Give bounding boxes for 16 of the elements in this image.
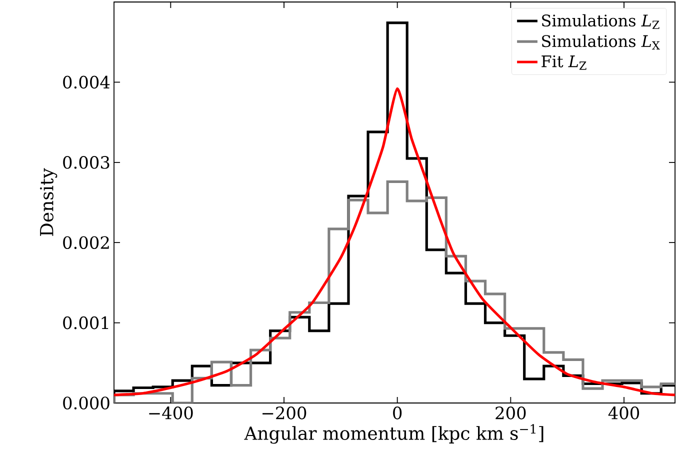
x-tick-label: −400 (149, 406, 193, 420)
legend-label: Simulations L$_{X}$ (542, 34, 660, 50)
x-tick-label: 200 (496, 406, 526, 420)
y-tick-label: 0.003 (63, 156, 110, 169)
y-axis-title: Density (40, 168, 58, 236)
y-tick-label: 0.004 (63, 76, 110, 89)
y-tick-label: 0.002 (63, 236, 109, 249)
x-tick-label: −200 (262, 406, 306, 420)
y-tick-label: 0.001 (63, 316, 108, 330)
x-axis-title: Angular momentum [kpc km s$^{−1}$] (244, 424, 544, 444)
x-tick-label: 400 (608, 406, 640, 420)
x-tick-label: 0 (393, 406, 402, 420)
y-tick-label: 0.000 (63, 396, 110, 410)
line-series (114, 87, 675, 396)
legend-label: Fit L$_{Z}$ (542, 55, 586, 70)
legend-label: Simulations L$_{Z}$ (542, 14, 660, 29)
